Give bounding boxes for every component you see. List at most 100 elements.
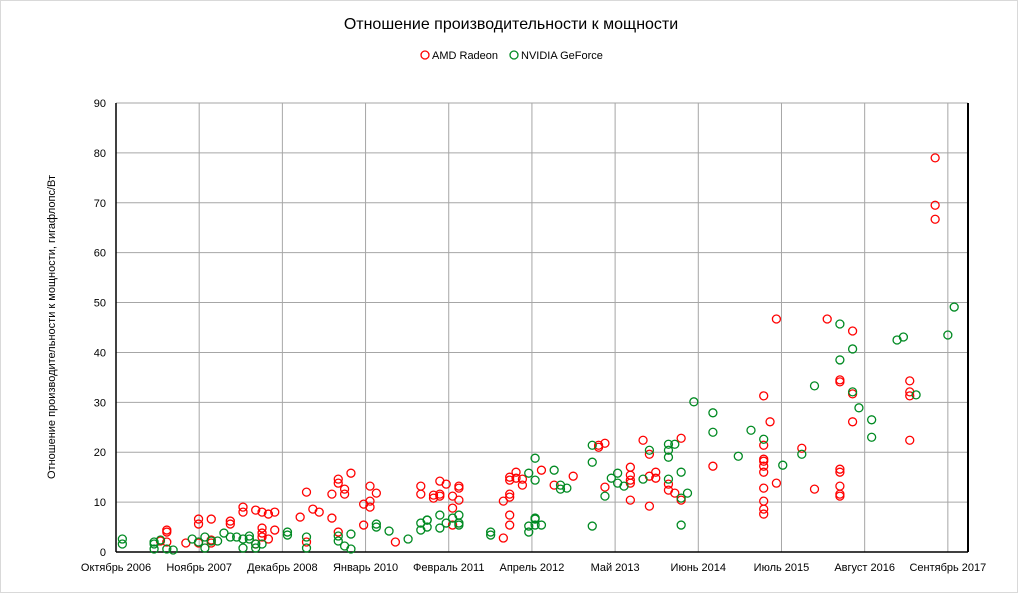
nvidia-data-point xyxy=(613,468,623,478)
nvidia-data-point xyxy=(847,387,858,397)
amd-data-point xyxy=(835,481,845,491)
amd-data-point xyxy=(327,489,337,499)
amd-data-point xyxy=(517,480,528,490)
x-tick-label: Февраль 2011 xyxy=(413,562,484,574)
data-points xyxy=(117,153,959,555)
nvidia-data-point xyxy=(371,522,382,532)
nvidia-data-point xyxy=(346,544,356,554)
amd-data-point xyxy=(536,465,547,475)
nvidia-data-point xyxy=(200,543,210,553)
amd-data-point xyxy=(835,464,845,474)
nvidia-data-point xyxy=(384,526,394,536)
amd-data-point xyxy=(759,496,769,506)
nvidia-data-point xyxy=(206,536,216,546)
nvidia-data-point xyxy=(600,491,610,501)
nvidia-data-point xyxy=(530,520,540,530)
amd-data-point xyxy=(301,537,312,547)
amd-data-point xyxy=(257,523,267,533)
amd-data-point xyxy=(257,528,267,538)
x-tick-label: Сентябрь 2017 xyxy=(909,562,986,574)
nvidia-data-point xyxy=(676,520,686,530)
nvidia-data-point xyxy=(454,520,464,530)
nvidia-data-point xyxy=(562,483,572,493)
nvidia-data-point xyxy=(282,530,293,540)
amd-data-point xyxy=(676,433,686,443)
amd-data-point xyxy=(759,483,769,493)
amd-data-point xyxy=(270,507,280,517)
x-tick-label: Июль 2015 xyxy=(754,562,810,574)
legend: AMD Radeon NVIDIA GeForce xyxy=(420,50,603,62)
x-tick-label: Апрель 2012 xyxy=(500,562,565,574)
y-tick-label: 80 xyxy=(94,148,106,160)
amd-data-point xyxy=(416,489,426,499)
amd-data-point xyxy=(809,484,820,494)
amd-data-point xyxy=(257,532,267,542)
y-tick-label: 60 xyxy=(94,248,106,260)
nvidia-data-point xyxy=(619,481,629,491)
nvidia-data-point xyxy=(670,439,680,449)
nvidia-data-point xyxy=(530,453,540,463)
amd-data-point xyxy=(333,474,343,484)
amd-data-point xyxy=(390,537,401,547)
nvidia-data-point xyxy=(587,457,597,467)
nvidia-data-point xyxy=(435,510,445,520)
nvidia-data-point xyxy=(530,513,540,523)
amd-data-point xyxy=(505,472,515,482)
amd-data-point xyxy=(365,502,375,512)
legend-marker-amd xyxy=(420,50,430,60)
amd-data-point xyxy=(759,391,769,401)
amd-data-point xyxy=(568,471,578,481)
amd-data-point xyxy=(822,314,832,324)
amd-data-point xyxy=(511,467,521,477)
amd-data-point xyxy=(270,525,280,535)
nvidia-data-point xyxy=(155,535,166,545)
nvidia-data-point xyxy=(587,440,597,450)
nvidia-data-point xyxy=(708,408,718,418)
amd-data-point xyxy=(835,467,845,477)
nvidia-data-point xyxy=(435,523,445,533)
amd-data-point xyxy=(257,507,267,517)
nvidia-data-point xyxy=(238,543,248,553)
amd-data-point xyxy=(708,461,718,471)
amd-data-point xyxy=(333,527,343,537)
nvidia-data-point xyxy=(524,468,534,478)
amd-data-point xyxy=(505,489,515,499)
nvidia-data-point xyxy=(733,451,743,461)
nvidia-data-point xyxy=(549,465,559,475)
amd-data-point xyxy=(454,495,464,505)
x-tick-label: Январь 2010 xyxy=(333,562,398,574)
nvidia-data-point xyxy=(759,434,769,444)
y-tick-label: 40 xyxy=(94,347,106,359)
amd-data-point xyxy=(428,490,439,500)
nvidia-data-point xyxy=(422,522,432,532)
nvidia-data-point xyxy=(524,527,534,537)
amd-data-point xyxy=(759,461,769,471)
amd-data-point xyxy=(365,496,375,506)
nvidia-data-point xyxy=(333,536,343,546)
legend-marker-nvidia xyxy=(509,50,519,60)
amd-data-point xyxy=(638,435,648,445)
amd-data-point xyxy=(314,507,324,517)
amd-data-point xyxy=(333,478,343,488)
amd-data-point xyxy=(771,314,782,324)
amd-data-point xyxy=(759,467,769,477)
amd-data-point xyxy=(517,474,528,484)
nvidia-data-point xyxy=(536,520,547,530)
y-axis-label: Отношение производительности к мощности,… xyxy=(46,175,58,479)
amd-data-point xyxy=(644,501,655,511)
nvidia-data-point xyxy=(663,439,674,449)
amd-data-point xyxy=(930,214,940,224)
nvidia-data-point xyxy=(663,474,674,484)
amd-data-point xyxy=(651,467,661,477)
nvidia-data-point xyxy=(524,521,534,531)
amd-data-point xyxy=(365,481,375,491)
nvidia-data-point xyxy=(333,531,343,541)
x-tick-label: Декабрь 2008 xyxy=(247,562,317,574)
amd-data-point xyxy=(759,504,769,514)
nvidia-data-point xyxy=(638,474,648,484)
amd-data-point xyxy=(358,520,369,530)
nvidia-data-point xyxy=(225,532,235,542)
nvidia-data-point xyxy=(663,452,674,462)
nvidia-data-point xyxy=(689,397,699,407)
y-tick-label: 30 xyxy=(94,397,106,409)
